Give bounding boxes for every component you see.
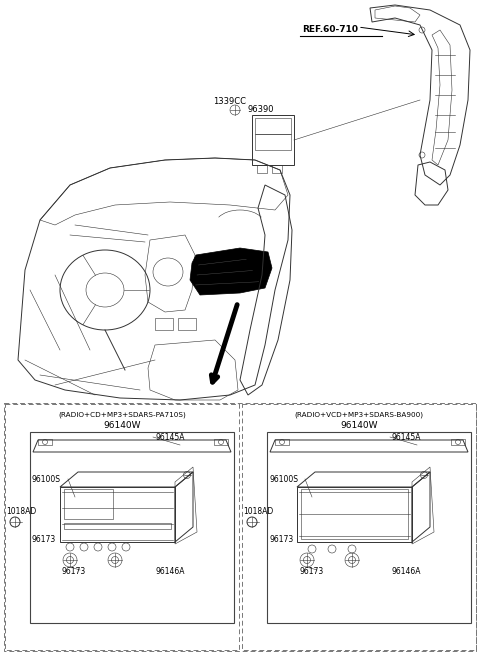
Bar [64, 523, 171, 529]
Text: 96173: 96173 [299, 567, 323, 577]
Bar [257, 165, 267, 173]
Bar [275, 439, 289, 445]
Text: REF.60-710: REF.60-710 [302, 26, 358, 35]
Polygon shape [190, 248, 272, 295]
Text: 96173: 96173 [269, 535, 293, 544]
Text: 96146A: 96146A [392, 567, 421, 577]
Bar [272, 165, 282, 173]
Bar [4, 403, 476, 651]
Bar [214, 439, 228, 445]
Bar [38, 439, 52, 445]
Bar [252, 115, 294, 165]
Bar [451, 439, 465, 445]
Text: 96146A: 96146A [155, 567, 184, 577]
Text: 96145A: 96145A [155, 432, 184, 441]
Text: 96173: 96173 [32, 535, 56, 544]
Text: 96173: 96173 [62, 567, 86, 577]
Bar [301, 489, 408, 539]
Bar [30, 432, 234, 623]
Text: 96140W: 96140W [103, 422, 141, 430]
Text: 96100S: 96100S [32, 474, 61, 483]
Bar [267, 432, 471, 623]
Text: 96145A: 96145A [392, 432, 421, 441]
Text: 96100S: 96100S [269, 474, 298, 483]
Bar [242, 404, 476, 650]
Text: 1018AD: 1018AD [243, 508, 273, 516]
Bar [255, 134, 291, 150]
Text: (RADIO+CD+MP3+SDARS-PA710S): (RADIO+CD+MP3+SDARS-PA710S) [58, 412, 186, 419]
Bar [178, 318, 196, 330]
Bar [64, 489, 113, 519]
Text: 96390: 96390 [247, 106, 274, 115]
Bar [255, 118, 291, 134]
Text: 96140W: 96140W [340, 422, 378, 430]
Text: (RADIO+VCD+MP3+SDARS-BA900): (RADIO+VCD+MP3+SDARS-BA900) [295, 412, 423, 419]
Bar [5, 404, 239, 650]
Text: 1339CC: 1339CC [213, 98, 246, 106]
Text: 1018AD: 1018AD [6, 508, 36, 516]
Bar [155, 318, 173, 330]
